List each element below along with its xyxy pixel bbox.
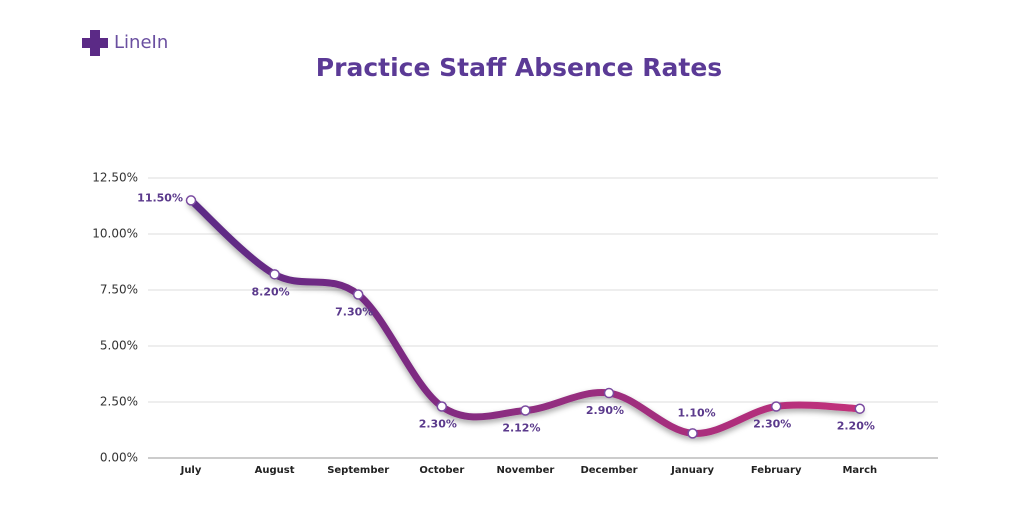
- logo-text: LineIn: [114, 32, 168, 53]
- x-tick-label: November: [496, 465, 554, 476]
- data-label: 8.20%: [252, 285, 290, 298]
- x-tick-label: February: [751, 465, 802, 476]
- data-label: 2.12%: [502, 422, 540, 435]
- y-tick-label: 7.50%: [100, 283, 138, 297]
- series-line: [187, 196, 864, 437]
- x-tick-label: January: [670, 465, 714, 476]
- point-marker: [687, 428, 698, 439]
- point-marker: [770, 401, 782, 412]
- logo: LineIn: [82, 30, 168, 56]
- point-marker: [436, 401, 448, 412]
- data-label: 1.10%: [678, 406, 716, 419]
- data-label: 2.90%: [586, 404, 624, 417]
- x-tick-label: July: [180, 465, 202, 476]
- y-tick-label: 2.50%: [100, 395, 138, 409]
- data-label: 11.50%: [137, 191, 183, 204]
- point-marker: [603, 387, 615, 399]
- x-tick-label: August: [255, 465, 295, 476]
- point-marker: [854, 403, 866, 414]
- point-marker: [269, 269, 280, 280]
- point-marker: [352, 289, 364, 300]
- data-label: 7.30%: [335, 305, 373, 318]
- logo-icon: [82, 30, 108, 56]
- y-tick-label: 12.50%: [92, 171, 138, 185]
- x-tick-label: March: [842, 465, 877, 476]
- x-tick-label: December: [580, 465, 637, 476]
- point-marker: [185, 195, 197, 206]
- x-tick-label: September: [327, 465, 389, 476]
- y-tick-label: 10.00%: [92, 227, 138, 241]
- chart-title: Practice Staff Absence Rates: [316, 53, 722, 82]
- point-marker: [520, 405, 531, 416]
- y-tick-label: 0.00%: [100, 451, 138, 465]
- y-tick-label: 5.00%: [100, 339, 138, 353]
- data-label: 2.30%: [753, 417, 791, 430]
- data-label: 2.30%: [419, 417, 457, 430]
- x-tick-label: October: [419, 465, 464, 476]
- data-label: 2.20%: [837, 420, 875, 433]
